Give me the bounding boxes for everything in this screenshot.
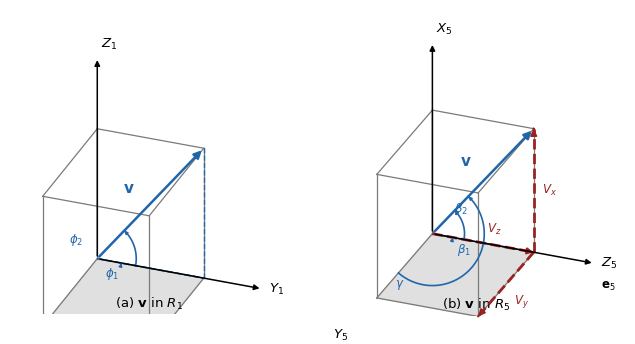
Text: $\mathbf{v}$: $\mathbf{v}$ — [123, 181, 135, 196]
Text: $\mathbf{e}_3$: $\mathbf{e}_3$ — [333, 343, 348, 344]
Text: $\phi_2$: $\phi_2$ — [69, 232, 83, 248]
Text: (b) $\mathbf{v}$ in $R_5$: (b) $\mathbf{v}$ in $R_5$ — [442, 297, 511, 313]
Text: $V_z$: $V_z$ — [487, 222, 501, 237]
Text: $\mathbf{e}_5$: $\mathbf{e}_5$ — [601, 280, 616, 293]
Text: $Y_1$: $Y_1$ — [269, 282, 284, 297]
Text: $V_y$: $V_y$ — [514, 293, 528, 311]
Text: $\phi_1$: $\phi_1$ — [105, 266, 119, 282]
Polygon shape — [43, 259, 204, 344]
Text: (a) $\mathbf{v}$ in $R_1$: (a) $\mathbf{v}$ in $R_1$ — [115, 295, 184, 312]
Text: $Z_5$: $Z_5$ — [601, 256, 618, 271]
Text: $\beta_1$: $\beta_1$ — [457, 242, 471, 258]
Polygon shape — [377, 234, 533, 316]
Text: $\beta_2$: $\beta_2$ — [454, 201, 468, 217]
Text: $Z_1$: $Z_1$ — [101, 37, 117, 52]
Text: $\mathbf{v}$: $\mathbf{v}$ — [460, 154, 472, 169]
Text: $V_x$: $V_x$ — [542, 183, 558, 198]
Text: $Y_5$: $Y_5$ — [333, 328, 348, 343]
Text: $X_5$: $X_5$ — [436, 22, 453, 37]
Text: $\gamma$: $\gamma$ — [395, 278, 404, 292]
